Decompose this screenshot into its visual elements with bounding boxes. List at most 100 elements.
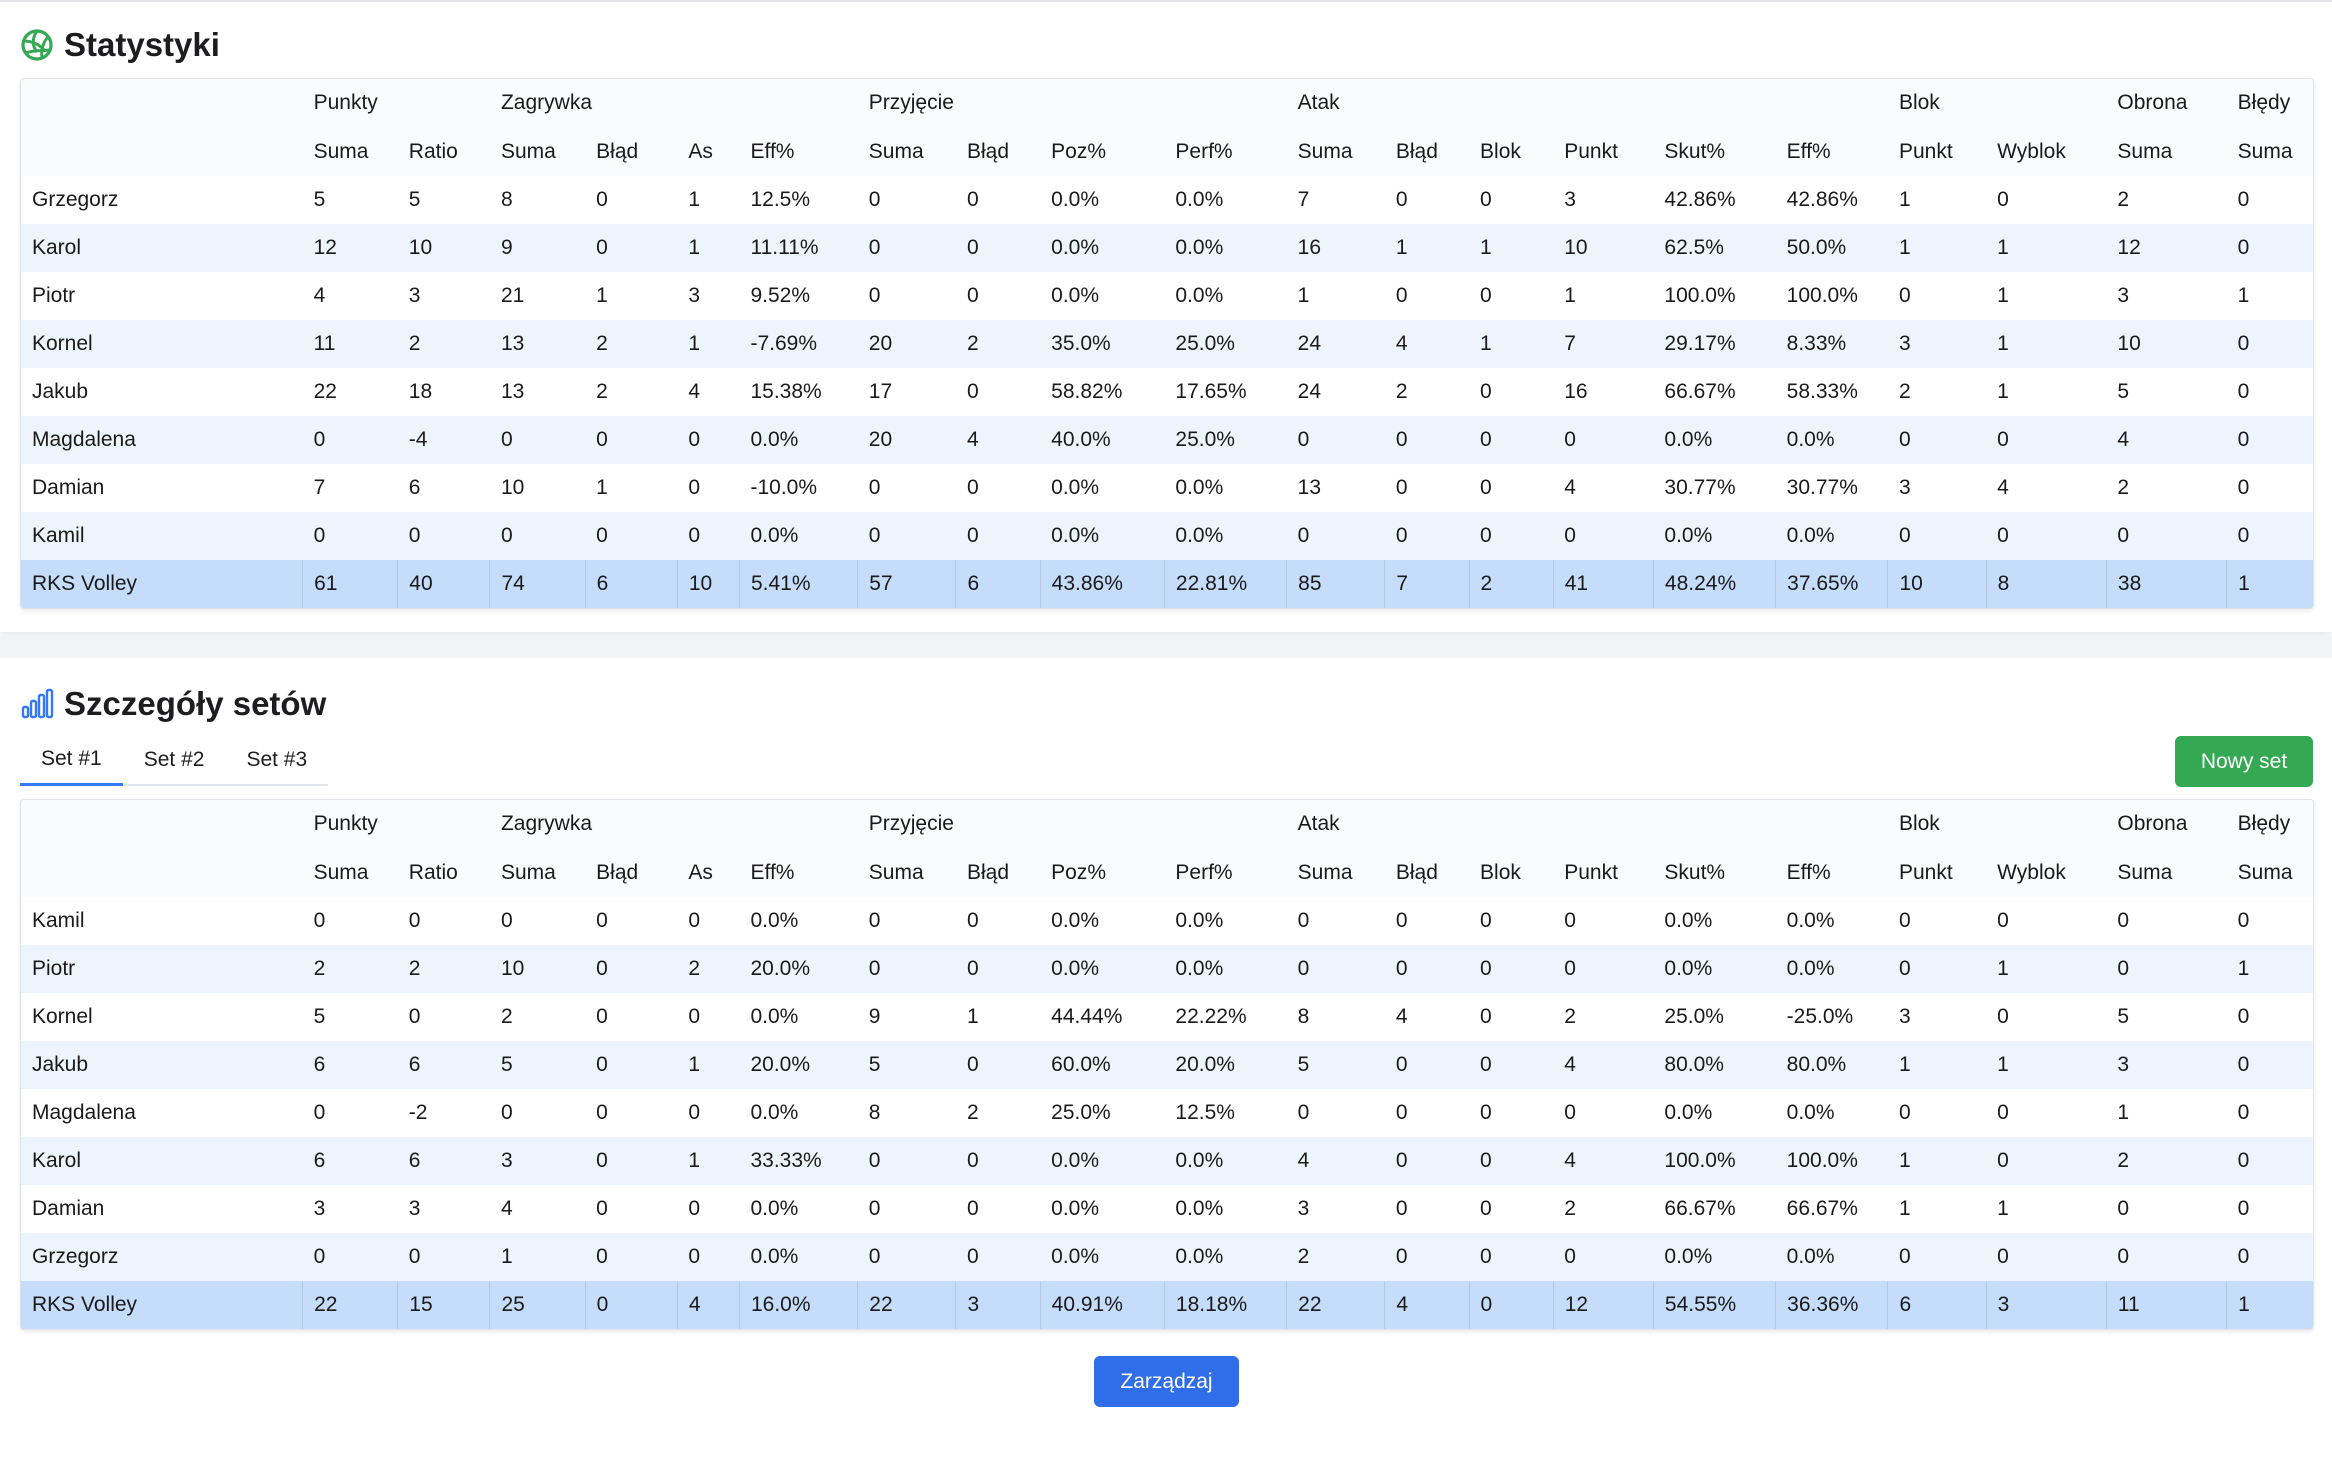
stat-cell: 8 <box>868 1101 881 1124</box>
stat-cell: 0 <box>1480 1005 1492 1028</box>
new-set-button[interactable]: Nowy set <box>2175 736 2313 787</box>
total-cell: 22.81% <box>1164 560 1288 608</box>
volleyball-icon <box>20 28 54 62</box>
total-cell: 40 <box>397 560 491 608</box>
stat-cell: 5 <box>857 1041 956 1089</box>
player-name: Karol <box>21 224 303 272</box>
total-cell: 0 <box>1469 1281 1554 1329</box>
stat-cell: 0 <box>1286 416 1385 464</box>
table-row: Kornel 11 2 13 2 1 -7.69% 20 2 35.0% 25.0% 24 4 1 7 29.… <box>21 320 2313 368</box>
stat-cell: 0 <box>302 1233 398 1281</box>
stat-cell: 0 <box>955 1041 1041 1089</box>
column-header: As <box>677 127 740 176</box>
stat-cell: 0 <box>596 1005 608 1028</box>
group-header: Punkty <box>302 800 490 848</box>
column-header: Eff% <box>739 127 858 176</box>
tab-set-3[interactable]: Set #3 <box>246 748 308 771</box>
stat-cell: 4 <box>1395 1005 1408 1028</box>
stat-cell: 10 <box>2106 320 2227 368</box>
stat-cell: 30.77% <box>1786 476 1858 499</box>
stat-cell: 4 <box>2106 416 2227 464</box>
total-cell: 74 <box>489 560 586 608</box>
table-row: Jakub 22 18 13 2 4 15.38% 17 0 58.82% 17.65% 24 2 0 16… <box>21 368 2313 416</box>
stat-cell: 0.0% <box>1040 1137 1165 1185</box>
stat-cell: 8 <box>1297 1005 1310 1028</box>
stat-cell: 0 <box>585 512 678 560</box>
stat-cell: 1 <box>2117 1101 2130 1124</box>
total-cell: 43.86% <box>1040 560 1165 608</box>
stat-cell: 1 <box>1469 224 1554 272</box>
stat-cell: 0 <box>1898 1101 1911 1124</box>
column-header: Punkt <box>1553 127 1654 176</box>
column-header: Suma <box>1286 127 1385 176</box>
stat-cell: 0 <box>1997 1005 2009 1028</box>
player-name: Magdalena <box>21 416 303 464</box>
column-header: Blok <box>1469 127 1554 176</box>
stat-cell: 20.0% <box>1164 1041 1287 1089</box>
stat-cell: 0.0% <box>739 1233 858 1281</box>
stat-cell: 0 <box>1887 1233 1987 1281</box>
stat-cell: 3 <box>408 284 421 307</box>
stats-table: Punkty Zagrywka Przyjęcie Atak Blok Obrona Błę… <box>20 78 2314 609</box>
stat-cell: 16 <box>1564 380 1588 403</box>
stat-cell: 0 <box>966 909 979 932</box>
stat-cell: 0 <box>868 284 881 307</box>
stat-cell: 2 <box>397 945 490 993</box>
manage-button[interactable]: Zarządzaj <box>1094 1356 1239 1407</box>
stat-cell: 9 <box>868 1005 881 1028</box>
stat-cell: 1 <box>1887 1041 1987 1089</box>
stat-cell: 0 <box>688 1005 701 1028</box>
column-header: Skut% <box>1653 848 1776 897</box>
stat-cell: 30.77% <box>1664 476 1736 499</box>
stat-cell: 0 <box>2226 224 2313 272</box>
table-row: Grzegorz 5 5 8 0 1 12.5% 0 0 0.0% 0.0% 7 0 0 3 42.86% 42… <box>21 176 2313 224</box>
column-header: Punkt <box>1553 848 1654 897</box>
stat-cell: 1 <box>677 320 740 368</box>
stat-cell: 22 <box>313 380 337 403</box>
column-header: Perf% <box>1164 848 1287 897</box>
stat-cell: 42.86% <box>1664 188 1736 211</box>
stat-cell: 0 <box>596 188 608 211</box>
stat-cell: 13 <box>489 320 586 368</box>
stat-cell: 50.0% <box>1775 224 1888 272</box>
top-divider <box>0 0 2332 2</box>
stat-cell: 3 <box>1297 1197 1310 1220</box>
table-row: Piotr 2 2 10 0 2 20.0% 0 0 0.0% 0.0% 0 0 0 0 0.0% 0.0% 0 1… <box>21 945 2313 993</box>
stat-cell: 0 <box>1384 512 1470 560</box>
tab-set-1[interactable]: Set #1 <box>20 747 123 786</box>
stat-cell: 0 <box>1297 1101 1310 1124</box>
stat-cell: 0 <box>2226 1233 2313 1281</box>
stat-cell: 0.0% <box>1040 512 1165 560</box>
stat-cell: 1 <box>1898 1197 1911 1220</box>
total-cell: 10 <box>1887 560 1987 608</box>
stat-cell: 0 <box>1887 512 1987 560</box>
stat-cell: 4 <box>313 284 326 307</box>
group-header-row: Punkty Zagrywka Przyjęcie Atak Blok Obrona Błę… <box>21 79 2313 127</box>
table-row: Damian 7 6 10 1 0 -10.0% 0 0 0.0% 0.0% 13 0 0 4 30.77% 3… <box>21 464 2313 512</box>
total-cell: 25 <box>489 1281 586 1329</box>
stat-cell: -10.0% <box>750 476 818 499</box>
tab-set-2[interactable]: Set #2 <box>143 748 205 771</box>
stat-cell: 0 <box>955 1137 1041 1185</box>
stat-cell: 1 <box>1469 320 1554 368</box>
stat-cell: 11 <box>302 320 398 368</box>
column-header <box>21 127 303 176</box>
player-name: Grzegorz <box>32 188 119 211</box>
column-header: Suma <box>302 848 398 897</box>
column-header: Wyblok <box>1986 127 2107 176</box>
stat-cell: 0 <box>2117 1197 2130 1220</box>
stat-cell: 25.0% <box>1051 1101 1111 1124</box>
column-header: Poz% <box>1040 127 1165 176</box>
stat-cell: 3 <box>408 1197 421 1220</box>
stat-cell: 6 <box>408 476 421 499</box>
stat-cell: 20.0% <box>739 1041 858 1089</box>
stat-cell: 0 <box>1395 1101 1408 1124</box>
table-row: Damian 3 3 4 0 0 0.0% 0 0 0.0% 0.0% 3 0 0 2 66.67% 66.67… <box>21 1185 2313 1233</box>
stat-cell: 0.0% <box>1164 224 1287 272</box>
total-cell: 3 <box>1986 1281 2107 1329</box>
stat-cell: 1 <box>1986 1041 2107 1089</box>
stat-cell: 0.0% <box>1175 476 1224 499</box>
total-cell: 85 <box>1286 560 1386 608</box>
stat-cell: -4 <box>397 416 490 464</box>
player-name: Jakub <box>32 380 89 403</box>
